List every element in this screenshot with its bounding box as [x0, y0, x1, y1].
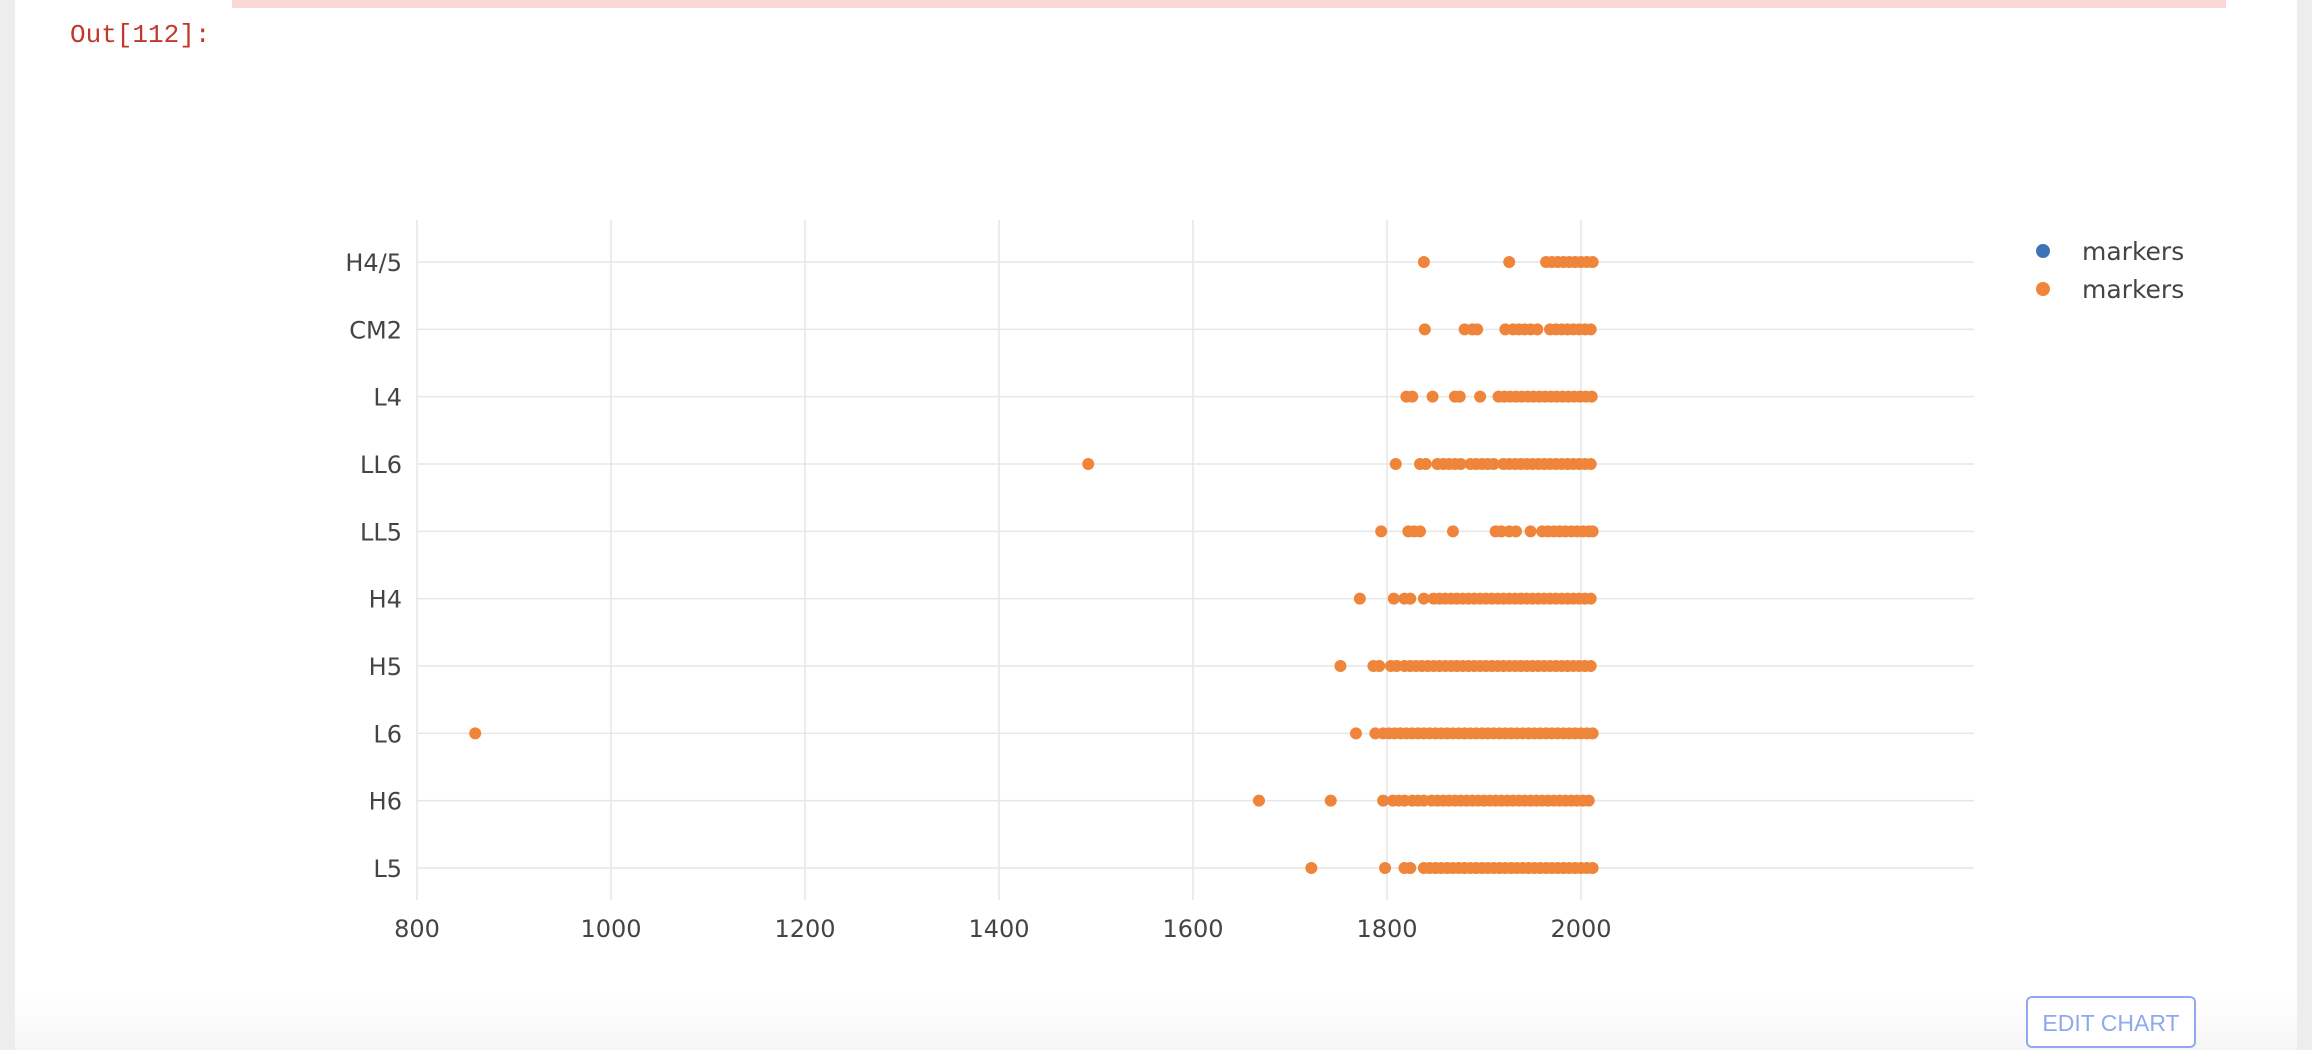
data-point[interactable] — [1471, 323, 1484, 336]
legend-item-series-1[interactable]: markers — [2030, 270, 2184, 308]
x-tick-label: 1400 — [968, 915, 1029, 943]
data-point[interactable] — [1531, 323, 1544, 336]
data-point[interactable] — [1349, 727, 1362, 740]
data-point[interactable] — [1419, 458, 1432, 470]
data-point[interactable] — [1417, 256, 1430, 268]
data-point[interactable] — [1585, 390, 1598, 403]
data-point[interactable] — [1510, 525, 1523, 538]
data-point[interactable] — [1584, 458, 1597, 470]
data-point[interactable] — [1252, 794, 1265, 807]
data-point[interactable] — [1082, 458, 1095, 470]
data-point[interactable] — [1387, 592, 1400, 605]
data-point[interactable] — [1584, 323, 1597, 336]
y-tick-label: H4 — [369, 586, 402, 614]
data-point[interactable] — [1582, 794, 1595, 807]
x-axis-ticks: 800 1000 1200 1400 1600 1800 2000 — [394, 915, 1611, 943]
data-point[interactable] — [1324, 794, 1337, 807]
data-point[interactable] — [1418, 323, 1431, 336]
cell-footer — [15, 992, 2297, 1050]
y-tick-label: LL5 — [360, 518, 402, 546]
x-tick-label: 1000 — [580, 915, 641, 943]
data-point[interactable] — [1389, 458, 1402, 470]
output-cell — [15, 0, 2297, 1050]
data-point[interactable] — [1413, 525, 1426, 538]
data-point[interactable] — [1584, 592, 1597, 605]
data-point[interactable] — [1584, 660, 1597, 672]
data-point[interactable] — [1426, 390, 1439, 403]
y-tick-label: L5 — [373, 855, 402, 883]
data-point[interactable] — [1305, 862, 1318, 874]
y-tick-label: LL6 — [360, 451, 402, 479]
data-point[interactable] — [1454, 458, 1467, 470]
x-tick-label: 2000 — [1550, 915, 1611, 943]
data-point[interactable] — [1417, 592, 1430, 605]
y-tick-label: L6 — [373, 720, 402, 748]
data-point[interactable] — [1474, 390, 1487, 403]
output-prompt: Out[112]: — [70, 20, 211, 50]
data-point[interactable] — [1334, 660, 1347, 672]
legend-marker-icon — [2036, 282, 2050, 296]
x-tick-label: 1200 — [774, 915, 835, 943]
data-point[interactable] — [1353, 592, 1366, 605]
data-point[interactable] — [1446, 525, 1459, 538]
edit-chart-button[interactable]: EDIT CHART — [2026, 996, 2196, 1048]
y-tick-label: L4 — [373, 384, 402, 412]
data-point[interactable] — [1375, 525, 1388, 538]
legend-marker-icon — [2036, 244, 2050, 258]
data-point[interactable] — [1406, 390, 1419, 403]
data-point[interactable] — [1377, 794, 1390, 807]
data-point[interactable] — [1373, 660, 1386, 672]
data-point[interactable] — [1586, 525, 1599, 538]
stderr-bar — [232, 0, 2226, 8]
legend-label: markers — [2082, 236, 2185, 266]
y-tick-label: CM2 — [349, 316, 402, 344]
y-tick-label: H6 — [369, 788, 402, 816]
data-point[interactable] — [1404, 592, 1417, 605]
data-point[interactable] — [1524, 525, 1537, 538]
data-point[interactable] — [1503, 256, 1516, 268]
data-points[interactable] — [469, 256, 1599, 874]
data-point[interactable] — [1453, 390, 1466, 403]
data-point[interactable] — [1586, 862, 1599, 874]
legend-item-series-0[interactable]: markers — [2030, 232, 2184, 270]
data-point[interactable] — [1586, 727, 1599, 740]
y-tick-label: H5 — [369, 653, 402, 681]
legend-label: markers — [2082, 274, 2185, 304]
data-point[interactable] — [1404, 862, 1417, 874]
data-point[interactable] — [1487, 458, 1500, 470]
legend: markers markers — [2030, 232, 2184, 308]
x-tick-label: 800 — [394, 915, 440, 943]
data-point[interactable] — [1379, 862, 1392, 874]
data-point[interactable] — [469, 727, 482, 740]
y-tick-label: H4/5 — [345, 249, 402, 277]
gridlines — [416, 220, 1974, 900]
x-tick-label: 1600 — [1162, 915, 1223, 943]
y-axis-ticks: L5 H6 L6 H5 H4 LL5 LL6 L4 CM2 H4/5 — [345, 249, 402, 883]
data-point[interactable] — [1586, 256, 1599, 268]
x-tick-label: 1800 — [1356, 915, 1417, 943]
